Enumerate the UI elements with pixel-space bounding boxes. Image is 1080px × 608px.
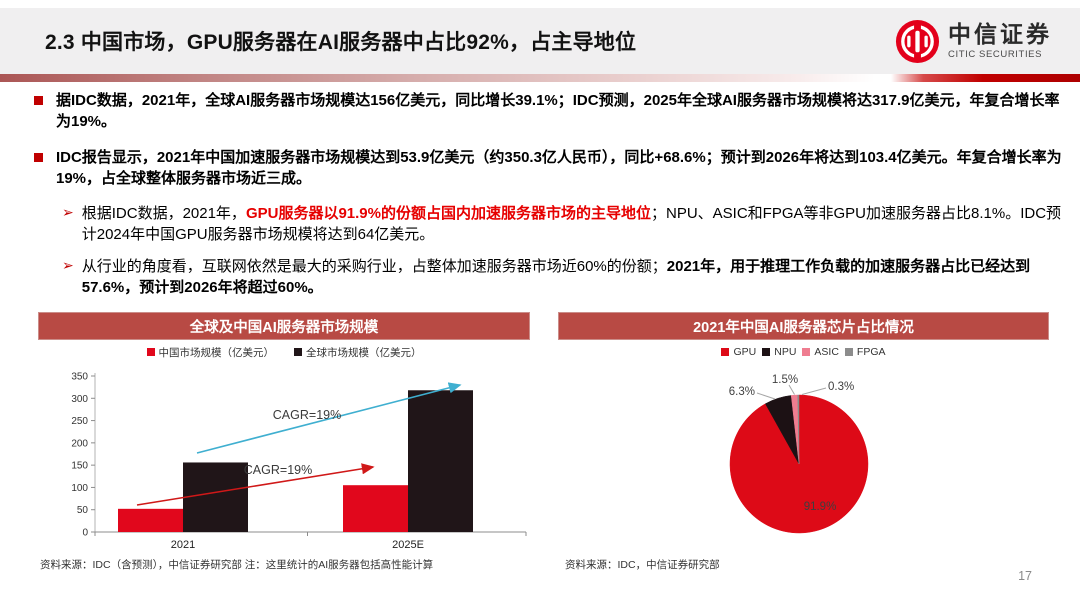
square-bullet-icon (34, 152, 43, 162)
svg-text:250: 250 (71, 416, 88, 427)
bullet-list: 据IDC数据，2021年，全球AI服务器市场规模达156亿美元，同比增长39.1… (30, 90, 1068, 308)
sub-bullet-item: ➢ 根据IDC数据，2021年，GPU服务器以91.9%的份额占国内加速服务器市场… (62, 203, 1068, 246)
svg-text:1.5%: 1.5% (772, 374, 798, 386)
legend-label: ASIC (814, 346, 839, 358)
citic-logo-icon (895, 19, 940, 63)
bullet-item: IDC报告显示，2021年中国加速服务器市场规模达到53.9亿美元（约350.3… (30, 147, 1068, 190)
svg-text:150: 150 (71, 461, 88, 472)
bullet-text: 从行业的角度看，互联网依然是最大的采购行业，占整体加速服务器市场近60%的份额；… (81, 257, 1031, 297)
legend-swatch (802, 348, 811, 356)
pie-chart: 91.9% 6.3% 1.5% 0.3% (729, 374, 869, 534)
sub-bullet-item: ➢ 从行业的角度看，互联网依然是最大的采购行业，占整体加速服务器市场近60%的份额… (62, 256, 1068, 299)
svg-text:0: 0 (82, 528, 88, 539)
legend-label: GPU (733, 346, 757, 358)
legend-swatch (146, 348, 155, 356)
logo-cn-name: 中信证券 (948, 20, 1052, 48)
svg-text:200: 200 (71, 438, 88, 449)
bullet-item: 据IDC数据，2021年，全球AI服务器市场规模达156亿美元，同比增长39.1… (30, 90, 1068, 133)
legend-item: 全球市场规模（亿美元） (294, 345, 422, 360)
bar-chart: 0 50 100 150 200 250 300 350 2021 2025E CAGR=19% CA… (71, 372, 527, 550)
pie-chart-panel: 2021年中国AI服务器芯片占比情况 GPU NPU ASIC FPGA 91.9% 6… (558, 312, 1049, 550)
legend-item: 中国市场规模（亿美元） (146, 345, 275, 360)
legend-item: ASIC (802, 346, 839, 358)
bar-chart-legend: 中国市场规模（亿美元） 全球市场规模（亿美元） (38, 340, 530, 364)
slide-header: 2.3 中国市场，GPU服务器在AI服务器中占比92%，占主导地位 中信证券 C… (0, 8, 1080, 74)
svg-text:6.3%: 6.3% (729, 386, 755, 398)
bullet-text: 根据IDC数据，2021年，GPU服务器以91.9%的份额占国内加速服务器市场的… (81, 205, 1062, 244)
svg-text:350: 350 (71, 372, 88, 383)
citic-logo-text: 中信证券 CITIC SECURITIES (948, 23, 1052, 60)
legend-swatch (844, 348, 853, 356)
legend-label: FPGA (856, 346, 886, 358)
legend-swatch (762, 348, 771, 356)
source-note-right: 资料来源：IDC，中信证券研究部 (565, 559, 720, 571)
page-number: 17 (1018, 569, 1032, 583)
bar-chart-title: 全球及中国AI服务器市场规模 (38, 312, 530, 340)
svg-text:CAGR=19%: CAGR=19% (273, 408, 341, 422)
bar-chart-panel: 全球及中国AI服务器市场规模 中国市场规模（亿美元） 全球市场规模（亿美元） 0 5… (38, 312, 530, 550)
bullet-text: IDC报告显示，2021年中国加速服务器市场规模达到53.9亿美元（约350.3… (56, 148, 1062, 187)
arrow-bullet-icon: ➢ (62, 204, 74, 221)
svg-text:100: 100 (71, 483, 88, 494)
arrow-bullet-icon: ➢ (62, 256, 74, 273)
svg-text:2021: 2021 (171, 539, 195, 550)
page-title: 2.3 中国市场，GPU服务器在AI服务器中占比92%，占主导地位 (45, 31, 637, 54)
legend-label: NPU (774, 346, 797, 358)
pie-chart-legend: GPU NPU ASIC FPGA (558, 340, 1049, 364)
legend-swatch (721, 348, 730, 356)
logo-en-name: CITIC SECURITIES (948, 48, 1043, 60)
pie-chart-title: 2021年中国AI服务器芯片占比情况 (558, 312, 1049, 340)
svg-text:2025E: 2025E (392, 539, 424, 550)
legend-label: 中国市场规模（亿美元） (158, 346, 275, 359)
legend-swatch (294, 348, 302, 356)
legend-item: GPU (721, 346, 756, 358)
svg-text:300: 300 (71, 394, 88, 405)
source-note-left: 资料来源：IDC（含预测），中信证券研究部 注：这里统计的AI服务器包括高性能计… (40, 559, 434, 571)
svg-text:91.9%: 91.9% (804, 501, 837, 513)
legend-label: 全球市场规模（亿美元） (306, 346, 422, 359)
square-bullet-icon (34, 96, 43, 105)
bullet-text: 据IDC数据，2021年，全球AI服务器市场规模达156亿美元，同比增长39.1… (56, 92, 1060, 131)
svg-text:0.3%: 0.3% (828, 381, 854, 393)
header-divider (0, 74, 1080, 82)
svg-text:50: 50 (77, 505, 89, 516)
legend-item: FPGA (844, 346, 886, 358)
citic-logo: 中信证券 CITIC SECURITIES (894, 18, 1052, 65)
svg-text:CAGR=19%: CAGR=19% (244, 463, 312, 477)
legend-item: NPU (762, 346, 796, 358)
